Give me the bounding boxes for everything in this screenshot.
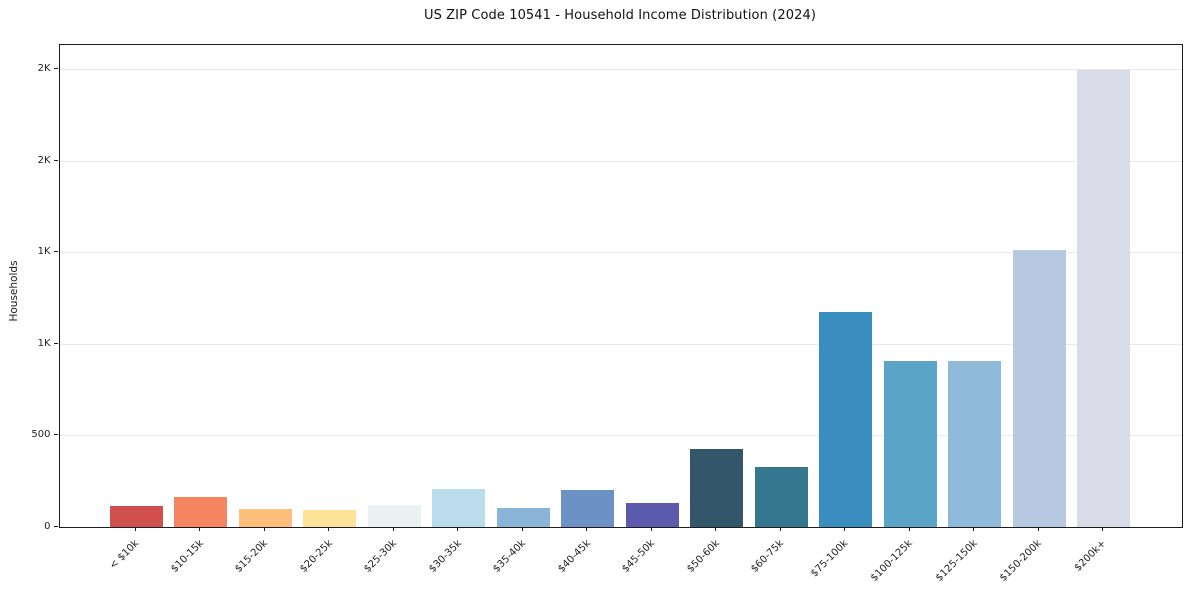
y-tick-label: 2K — [37, 154, 51, 166]
x-tick-label: $125-150k — [933, 538, 980, 584]
grid-line — [59, 343, 1182, 345]
bar-$10-15k — [174, 497, 228, 527]
x-tick-mark — [328, 527, 330, 531]
x-tick-mark — [844, 527, 846, 531]
y-axis-label: Households — [8, 260, 20, 322]
grid-line — [59, 160, 1182, 162]
x-tick-label: $35-40k — [491, 538, 529, 575]
x-tick-label: $20-25k — [297, 538, 335, 575]
bar-$50-60k — [690, 449, 744, 527]
grid-line — [59, 252, 1182, 253]
bar-$200k+ — [1077, 69, 1131, 527]
x-tick-label: $25-30k — [362, 538, 400, 575]
x-tick-mark — [650, 527, 652, 531]
y-tick-label: 1K — [37, 246, 51, 257]
x-tick-label: $50-60k — [684, 538, 722, 575]
x-tick-label: $100-125k — [869, 538, 915, 584]
x-tick-label: $30-35k — [426, 538, 464, 575]
bar-$125-150k — [948, 361, 1002, 527]
x-tick-label: $60-75k — [749, 538, 786, 575]
grid-line — [59, 69, 1182, 71]
bar-$60-75k — [754, 466, 808, 527]
x-tick-label: $15-20k — [233, 538, 271, 575]
y-tick-mark — [54, 251, 58, 252]
x-tick-label: $150-200k — [997, 538, 1044, 584]
x-tick-mark — [1102, 527, 1104, 531]
x-tick-label: < $10k — [107, 538, 142, 572]
x-tick-mark — [973, 527, 975, 531]
grid-line — [59, 435, 1182, 436]
x-tick-label: $40-45k — [555, 538, 593, 575]
x-tick-mark — [263, 527, 265, 531]
x-tick-mark — [586, 527, 588, 531]
x-tick-mark — [1037, 527, 1039, 531]
bar-$30-35k — [432, 489, 486, 527]
y-tick-label: 500 — [31, 429, 51, 440]
bar-$100-125k — [883, 361, 937, 527]
y-tick-mark — [54, 434, 58, 435]
x-tick-mark — [457, 527, 459, 531]
plot-area — [58, 44, 1183, 528]
y-tick-mark — [54, 342, 58, 344]
x-tick-label: $200k+ — [1072, 538, 1109, 574]
bar-$25-30k — [367, 504, 421, 527]
x-tick-mark — [715, 527, 717, 531]
y-tick-mark — [54, 525, 58, 527]
y-tick-label: 1K — [37, 337, 51, 349]
x-tick-mark — [135, 527, 136, 531]
x-tick-mark — [908, 527, 910, 531]
y-tick-mark — [54, 68, 58, 70]
x-tick-mark — [521, 527, 523, 531]
y-tick-mark — [54, 159, 58, 161]
y-tick-label: 2K — [37, 63, 51, 75]
y-tick-label: 0 — [44, 520, 51, 532]
x-tick-mark — [392, 527, 394, 531]
x-tick-mark — [199, 527, 201, 531]
bar-$40-45k — [561, 490, 615, 527]
x-tick-mark — [779, 527, 781, 531]
bar-$35-40k — [496, 507, 550, 527]
bar-< $10k — [110, 505, 163, 527]
bar-$45-50k — [625, 502, 679, 527]
x-tick-label: $10-15k — [168, 538, 206, 575]
x-tick-label: $75-100k — [809, 538, 851, 580]
bar-$75-100k — [819, 312, 873, 527]
bar-$15-20k — [238, 508, 292, 527]
bar-$20-25k — [303, 510, 357, 527]
bar-$150-200k — [1012, 249, 1066, 527]
x-tick-label: $45-50k — [620, 538, 658, 575]
chart-title: US ZIP Code 10541 - Household Income Dis… — [423, 8, 817, 23]
